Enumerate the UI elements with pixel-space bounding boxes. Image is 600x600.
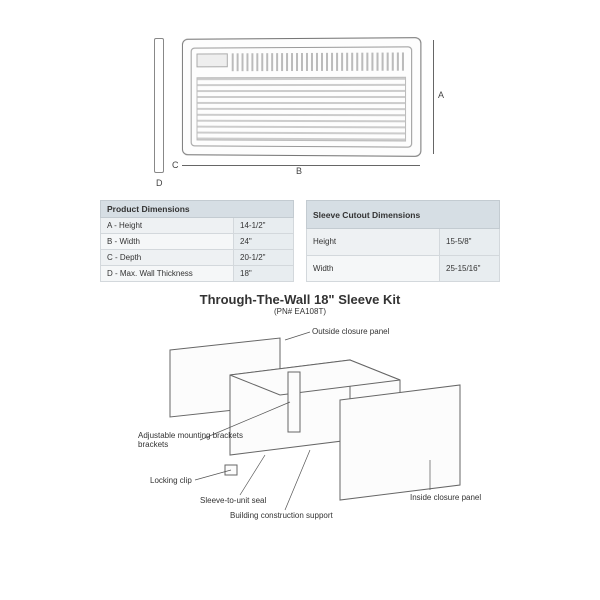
table-row: B - Width24" [101,234,294,250]
table-row: Height15-5/8" [307,229,500,255]
inside-closure-panel [340,385,460,500]
dim-d-label: D [156,178,163,188]
sleeve-kit-diagram: Outside closure panel Adjustable mountin… [110,320,490,520]
callout-adjustable-brackets: Adjustable mounting brackets [138,431,243,440]
product-dimensions-table: Product Dimensions A - Height14-1/2" B -… [100,200,294,282]
sleeve-cutout-table: Sleeve Cutout Dimensions Height15-5/8" W… [306,200,500,282]
louvers [197,77,407,142]
sleeve-cutout-header: Sleeve Cutout Dimensions [307,201,500,229]
sleeve-kit-subtitle: (PN# EA108T) [90,307,510,316]
callout-locking-clip: Locking clip [150,476,192,485]
dim-c-label: C [172,160,179,170]
display-panel [197,53,228,67]
product-dimensions-header: Product Dimensions [101,201,294,218]
table-row: C - Depth20-1/2" [101,250,294,266]
dim-b-label: B [296,166,302,176]
callout-sleeve-seal: Sleeve-to-unit seal [200,496,266,505]
callout-construction-support: Building construction support [230,511,334,520]
dim-a-label: A [438,90,444,100]
table-row: A - Height14-1/2" [101,218,294,234]
sleeve-kit-title: Through-The-Wall 18" Sleeve Kit [90,292,510,307]
callout-inside-panel: Inside closure panel [410,493,481,502]
callout-outside-panel: Outside closure panel [312,327,390,336]
ac-unit-diagram: A B C D [160,28,440,188]
wall-bracket [154,38,164,173]
svg-text:brackets: brackets [138,440,168,449]
table-row: Width25-15/16" [307,255,500,281]
vent-top [232,52,406,71]
table-row: D - Max. Wall Thickness18" [101,266,294,282]
ac-unit-body [182,37,421,157]
